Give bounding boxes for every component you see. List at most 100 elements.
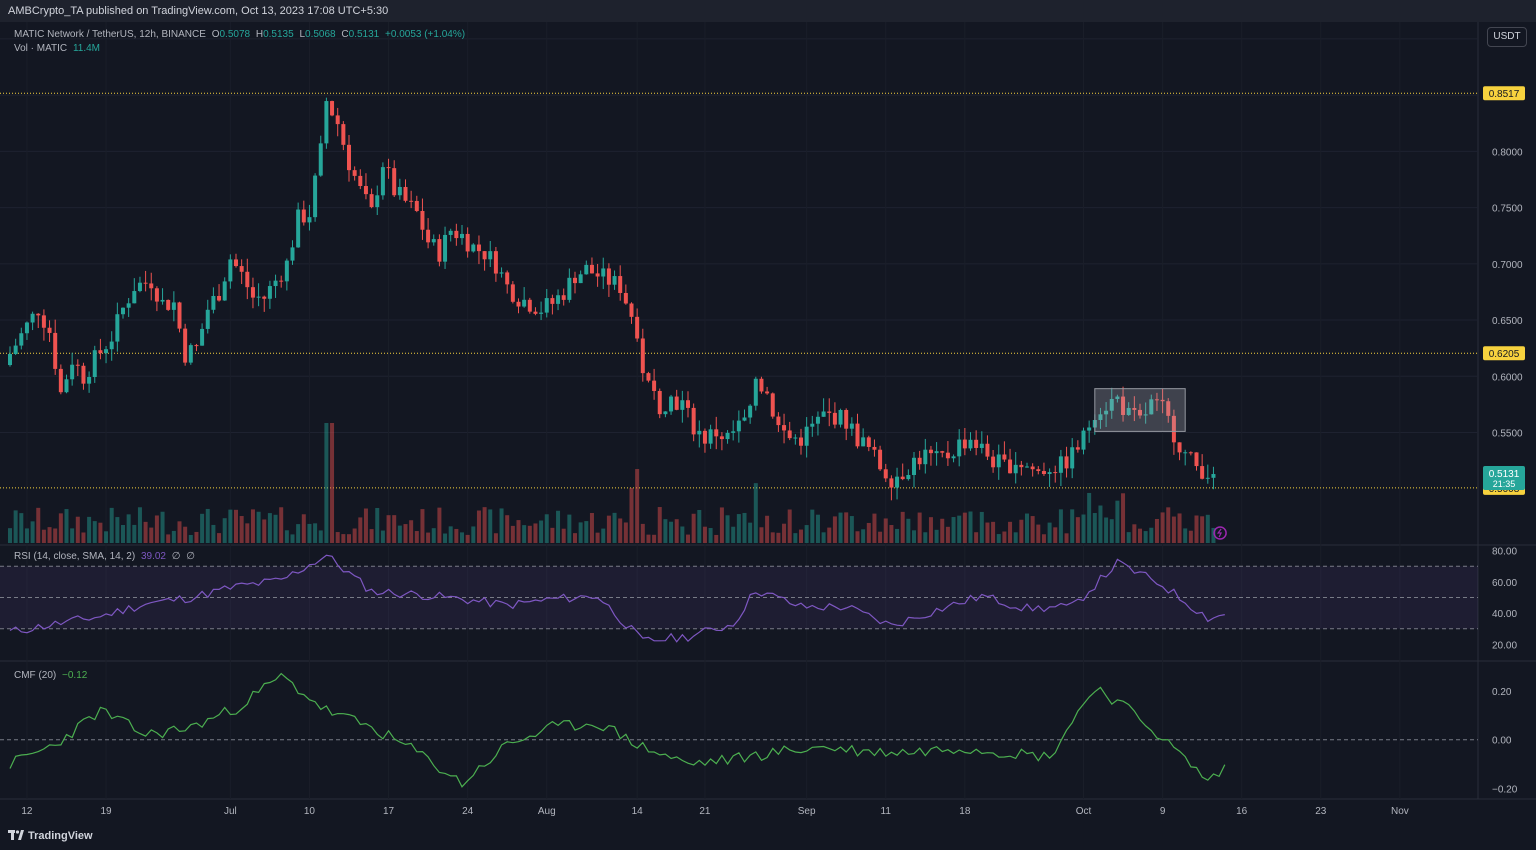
volume-bar (827, 527, 832, 543)
volume-bar (849, 516, 854, 543)
volume-bar (522, 525, 527, 543)
volume-bar (618, 518, 623, 543)
volume-bar (900, 511, 905, 543)
volume-bar (561, 528, 566, 543)
candle-body (1053, 472, 1058, 474)
candle-body (979, 443, 984, 448)
candle-body (347, 144, 351, 171)
candle-body (375, 195, 380, 208)
time-tick-label: Oct (1076, 806, 1092, 817)
volume-bar (567, 514, 572, 543)
volume-bar (799, 529, 803, 543)
volume-bar (211, 524, 216, 543)
volume-bar (652, 534, 657, 543)
candle-body (753, 378, 758, 406)
level-tag (1483, 86, 1525, 101)
volume-bar (855, 531, 860, 543)
volume-bar (810, 509, 815, 543)
volume-bar (680, 526, 685, 543)
candle-body (872, 446, 877, 450)
candle-body (392, 168, 397, 196)
candle-body (996, 454, 1001, 468)
volume-bar (1036, 524, 1041, 543)
candle-body (24, 322, 29, 334)
volume-bar (245, 523, 250, 543)
time-tick-label: Sep (798, 806, 816, 817)
candle-body (488, 251, 493, 260)
volume-bar (1025, 513, 1029, 543)
candle-body (838, 409, 843, 425)
candle-body (307, 217, 312, 223)
rsi-tick-label: 20.00 (1492, 640, 1517, 651)
candle-body (47, 327, 52, 333)
volume-bar (443, 533, 448, 543)
candle-body (1098, 414, 1103, 420)
candle-body (318, 143, 323, 176)
rsi-tick-label: 40.00 (1492, 609, 1517, 620)
candle-body (539, 312, 544, 314)
candle-body (516, 301, 521, 307)
volume-bar (1109, 519, 1114, 543)
volume-bar (460, 532, 464, 543)
volume-bar (770, 532, 775, 543)
volume-bar (41, 529, 46, 543)
volume-bar (589, 512, 594, 543)
candle-body (1149, 399, 1154, 415)
candle-body (527, 299, 532, 312)
price-tick-label: 0.7000 (1492, 260, 1523, 271)
candle-body (1126, 407, 1131, 415)
time-tick-label: Nov (1391, 806, 1409, 817)
current-price-tag (1483, 466, 1525, 491)
time-tick-label: 16 (1236, 806, 1248, 817)
tradingview-logo[interactable]: TradingView (8, 830, 93, 842)
volume-bar (58, 513, 63, 543)
candle-body (1194, 452, 1199, 467)
candle-body (324, 101, 329, 144)
volume-bar (330, 423, 335, 543)
candle-body (41, 315, 46, 328)
candle-body (420, 210, 425, 230)
volume-bar (437, 507, 442, 543)
candle-body (957, 439, 962, 457)
volume-bar (1075, 517, 1080, 543)
volume-bar (844, 512, 849, 543)
candle-body (262, 296, 267, 299)
candle-body (522, 299, 527, 307)
volume-bar (70, 528, 75, 543)
cmf-label: CMF (20) (14, 670, 57, 681)
volume-bar (1013, 532, 1018, 543)
volume-bar (171, 530, 176, 543)
candle-body (267, 286, 272, 299)
currency-badge[interactable]: USDT (1487, 27, 1527, 47)
volume-bar (8, 528, 12, 543)
candle-body (8, 353, 12, 366)
volume-bar (674, 519, 679, 543)
volume-bar (397, 525, 402, 543)
rsi-extra-1: ∅ (171, 551, 181, 562)
candle-body (1121, 396, 1126, 415)
volume-bar (250, 509, 255, 543)
cmf-tick-label: 0.00 (1492, 736, 1512, 747)
volume-bar (409, 520, 414, 543)
volume-bar (1121, 493, 1126, 543)
highlight-box (1094, 388, 1186, 432)
candle-body (573, 277, 577, 284)
high-value: 0.5135 (263, 29, 294, 40)
volume-bar (1126, 532, 1131, 543)
volume-bar (36, 507, 41, 543)
volume-bar (256, 511, 261, 543)
candle-body (1081, 430, 1086, 450)
candle-body (149, 283, 154, 289)
volume-bar (776, 532, 781, 543)
volume-bar (1149, 527, 1154, 543)
volume-bar (991, 521, 996, 543)
candle-body (849, 423, 854, 429)
candle-body (917, 457, 922, 465)
candle-body (132, 291, 137, 304)
volume-bar (290, 534, 295, 543)
time-tick-label: 9 (1160, 806, 1166, 817)
candle-body (646, 373, 651, 381)
volume-bar (87, 516, 92, 543)
candle-body (454, 230, 459, 239)
